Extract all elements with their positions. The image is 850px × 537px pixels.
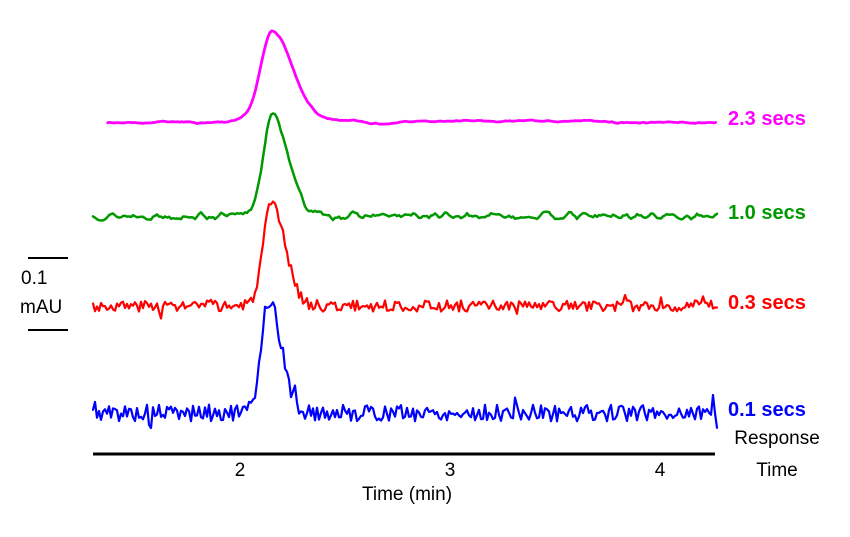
- scalebar-value: 0.1: [21, 268, 48, 289]
- trace-2.3-secs: [106, 29, 718, 126]
- trace-1.0-secs: [91, 112, 719, 222]
- x-tick-3: 3: [444, 460, 456, 481]
- x-tick-4: 4: [654, 460, 666, 481]
- right-axis-title-line2: Time: [756, 460, 798, 481]
- series-label-1.0-secs: 1.0 secs: [728, 202, 806, 224]
- series-label-0.3-secs: 0.3 secs: [728, 292, 806, 314]
- x-tick-2: 2: [234, 460, 246, 481]
- trace-group: [91, 29, 719, 430]
- right-axis-title-line1: Response: [734, 428, 820, 449]
- scalebar-unit: mAU: [20, 297, 63, 318]
- x-axis-label: Time (min): [361, 484, 453, 505]
- series-label-2.3-secs: 2.3 secs: [728, 108, 806, 130]
- series-label-0.1-secs: 0.1 secs: [728, 399, 806, 421]
- trace-0.3-secs: [91, 200, 719, 320]
- trace-0.1-secs: [91, 301, 719, 430]
